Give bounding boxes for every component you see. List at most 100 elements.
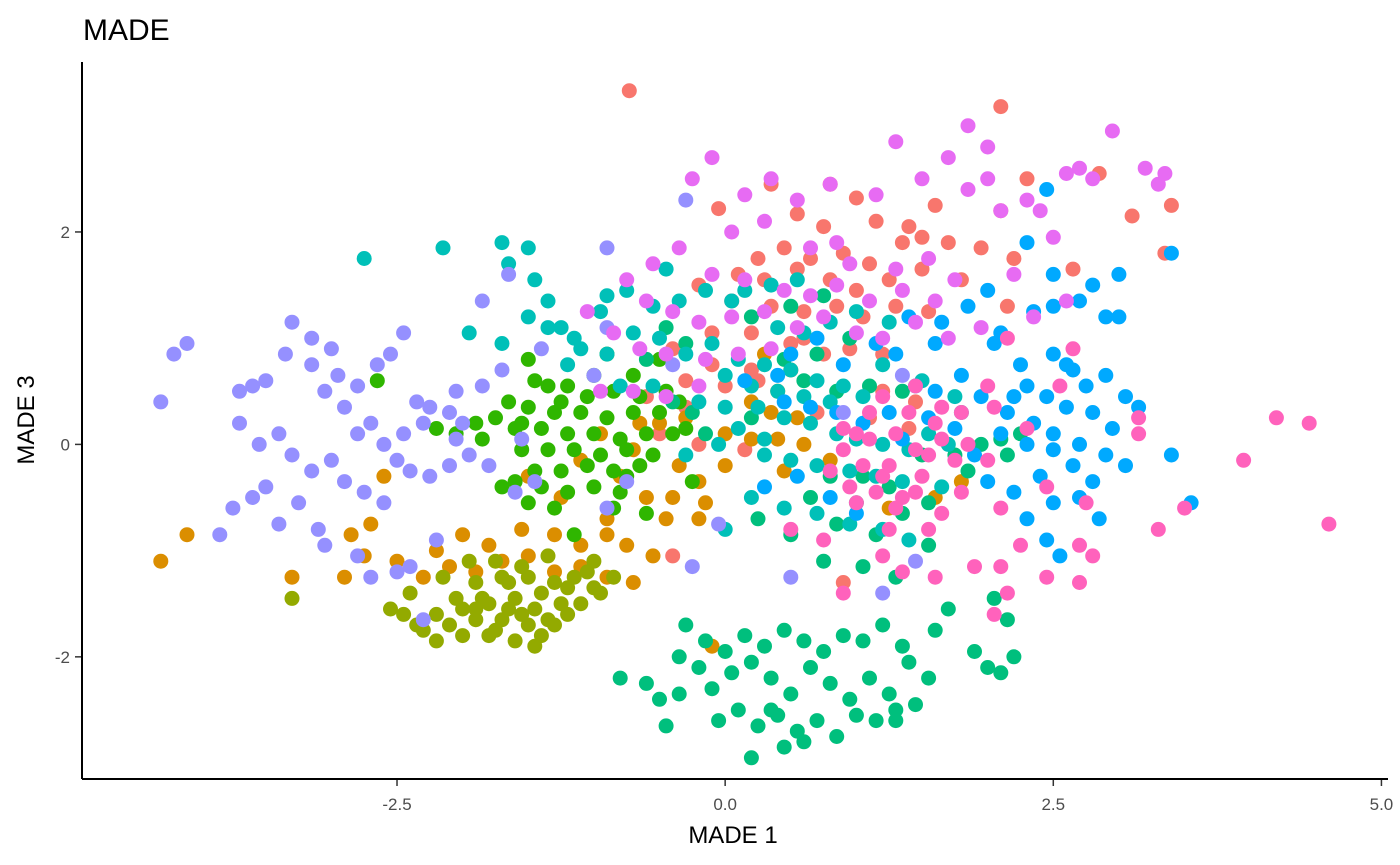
data-point <box>888 500 904 516</box>
data-point <box>665 304 681 320</box>
data-point <box>560 606 576 622</box>
data-point <box>1163 197 1179 213</box>
data-point <box>652 405 667 420</box>
data-point <box>625 575 641 590</box>
data-point <box>711 436 727 452</box>
data-point <box>619 272 635 288</box>
data-point <box>350 378 366 394</box>
data-point <box>921 447 937 463</box>
data-point <box>835 585 851 601</box>
data-point <box>789 206 805 222</box>
data-point <box>908 484 923 500</box>
data-point <box>422 468 438 484</box>
data-point <box>848 707 864 723</box>
data-point <box>632 341 648 357</box>
data-point <box>1078 378 1094 394</box>
data-point <box>750 511 766 527</box>
data-point <box>435 240 451 256</box>
data-point <box>822 452 838 468</box>
data-point <box>901 405 917 420</box>
data-point <box>363 516 379 532</box>
data-point <box>1150 521 1166 537</box>
data-point <box>894 564 910 580</box>
data-points <box>153 83 1337 766</box>
data-point <box>251 436 267 452</box>
data-point <box>724 293 740 309</box>
data-point <box>999 298 1015 314</box>
data-point <box>593 585 608 601</box>
data-point <box>717 378 733 394</box>
data-point <box>501 256 517 272</box>
data-point <box>1006 649 1022 665</box>
data-point <box>750 399 766 415</box>
data-point <box>763 670 779 686</box>
data-point <box>881 405 897 420</box>
data-point <box>770 320 786 336</box>
data-point <box>376 468 392 484</box>
data-point <box>645 548 661 564</box>
data-point <box>494 362 510 378</box>
data-point <box>927 197 943 213</box>
data-point <box>855 389 871 405</box>
data-point <box>376 495 392 511</box>
data-point <box>277 346 293 362</box>
data-point <box>461 447 477 463</box>
data-point <box>409 394 425 410</box>
data-point <box>993 203 1009 219</box>
data-point <box>284 590 300 606</box>
data-point <box>691 314 707 330</box>
data-point <box>776 622 792 638</box>
data-point <box>743 431 759 447</box>
data-point <box>678 421 694 436</box>
data-point <box>947 421 963 436</box>
data-point <box>645 256 661 272</box>
data-point <box>947 272 963 288</box>
data-point <box>520 548 536 564</box>
data-point <box>1019 421 1035 436</box>
data-point <box>514 559 530 575</box>
data-point <box>619 282 635 298</box>
data-point <box>468 415 484 431</box>
data-point <box>678 447 694 463</box>
data-point <box>829 298 845 314</box>
data-point <box>862 256 877 272</box>
data-point <box>684 171 700 187</box>
data-point <box>415 612 431 628</box>
data-point <box>770 431 786 447</box>
data-point <box>737 282 753 298</box>
data-point <box>1065 261 1081 277</box>
data-point <box>789 272 805 288</box>
data-point <box>927 383 943 399</box>
data-point <box>337 399 352 415</box>
data-point <box>468 601 484 617</box>
data-point <box>848 325 864 341</box>
data-point <box>1098 309 1114 325</box>
data-point <box>750 718 766 734</box>
data-point <box>888 298 904 314</box>
data-point <box>796 633 812 649</box>
data-point <box>665 426 681 442</box>
data-point <box>665 548 681 564</box>
data-point <box>1072 575 1087 590</box>
data-point <box>757 304 772 320</box>
data-point <box>330 367 346 383</box>
data-point <box>514 415 530 431</box>
data-point <box>750 251 766 266</box>
data-point <box>1058 399 1074 415</box>
data-point <box>796 436 812 452</box>
data-point <box>652 415 667 431</box>
data-point <box>783 569 799 585</box>
data-point <box>350 426 366 442</box>
x-tick-label: -2.5 <box>382 795 411 814</box>
data-point <box>553 463 569 479</box>
data-point <box>809 373 825 389</box>
data-point <box>835 405 851 420</box>
data-point <box>894 367 910 383</box>
data-point <box>343 527 359 543</box>
data-point <box>606 325 622 341</box>
data-point <box>258 373 274 389</box>
data-point <box>789 410 805 426</box>
data-point <box>474 378 490 394</box>
data-point <box>1039 569 1055 585</box>
data-point <box>999 612 1015 628</box>
